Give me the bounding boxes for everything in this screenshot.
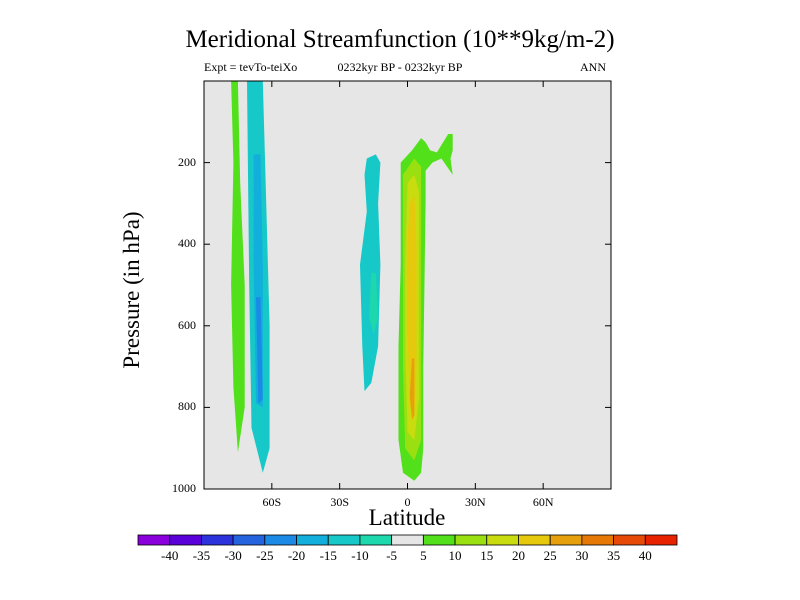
- colorbar-label-0: -40: [161, 548, 179, 563]
- colorbar-swatch-3: [232, 534, 266, 546]
- colorbar-label-15: 40: [638, 548, 652, 563]
- colorbar-label-1: -35: [192, 548, 211, 563]
- colorbar-swatch-8: [391, 534, 424, 546]
- colorbar-label-4: -20: [287, 548, 306, 563]
- colorbar-label-8: 5: [420, 548, 427, 563]
- colorbar-label-13: 30: [575, 548, 589, 563]
- contour-region-4: [360, 154, 381, 392]
- colorbar-swatch-9: [422, 534, 456, 546]
- colorbar-swatch-7: [359, 534, 393, 546]
- x-tick-label-2: 0: [404, 495, 411, 509]
- y-tick-label-1: 400: [178, 236, 196, 251]
- contour-region-10: [409, 358, 415, 420]
- colorbar-label-6: -10: [351, 548, 369, 563]
- colorbar: [137, 534, 678, 546]
- contour-regions: [231, 81, 453, 481]
- colorbar-swatch-4: [264, 534, 297, 546]
- colorbar-swatch-16: [644, 534, 678, 546]
- contour-region-0: [231, 81, 245, 453]
- contour-region-3: [256, 297, 263, 404]
- y-tick-label-2: 600: [178, 317, 196, 332]
- x-axis-label: Latitude: [368, 505, 446, 530]
- colorbar-swatch-2: [201, 534, 234, 546]
- x-tick-label-4: 60N: [532, 495, 554, 509]
- chart-subtitle-center: 0232kyr BP - 0232kyr BP: [337, 60, 463, 74]
- colorbar-swatch-6: [327, 534, 361, 546]
- colorbar-label-11: 20: [511, 548, 525, 563]
- colorbar-swatch-14: [581, 534, 614, 546]
- colorbar-swatch-15: [613, 534, 646, 546]
- colorbar-swatch-5: [296, 534, 329, 546]
- colorbar-swatch-0: [137, 534, 171, 546]
- x-tick-label-3: 30N: [464, 495, 486, 509]
- colorbar-swatch-1: [169, 534, 202, 546]
- colorbar-label-3: -25: [256, 548, 274, 563]
- colorbar-label-2: -30: [224, 548, 242, 563]
- colorbar-swatch-12: [518, 534, 551, 546]
- colorbar-swatch-13: [549, 534, 583, 546]
- y-tick-label-3: 800: [178, 399, 196, 414]
- contour-region-5: [369, 272, 379, 334]
- colorbar-label-7: -5: [386, 548, 398, 563]
- x-tick-label-0: 60S: [262, 495, 282, 509]
- chart-title: Meridional Streamfunction (10**9kg/m-2): [185, 26, 615, 53]
- colorbar-label-5: -15: [319, 548, 337, 563]
- x-tick-label-1: 30S: [330, 495, 349, 509]
- plot-frame: [203, 80, 612, 490]
- colorbar-swatch-11: [486, 534, 519, 546]
- colorbar-label-12: 25: [543, 548, 557, 563]
- y-tick-label-0: 200: [178, 154, 196, 169]
- colorbar-swatch-10: [454, 534, 488, 546]
- colorbar-label-9: 10: [448, 548, 462, 563]
- colorbar-label-14: 35: [607, 548, 621, 563]
- colorbar-label-10: 15: [480, 548, 494, 563]
- chart-subtitle-left: Expt = tevTo-teiXo: [204, 60, 298, 74]
- chart-subtitle-right: ANN: [580, 60, 606, 74]
- y-axis-label: Pressure (in hPa): [119, 211, 144, 369]
- y-tick-label-4: 1000: [172, 481, 196, 495]
